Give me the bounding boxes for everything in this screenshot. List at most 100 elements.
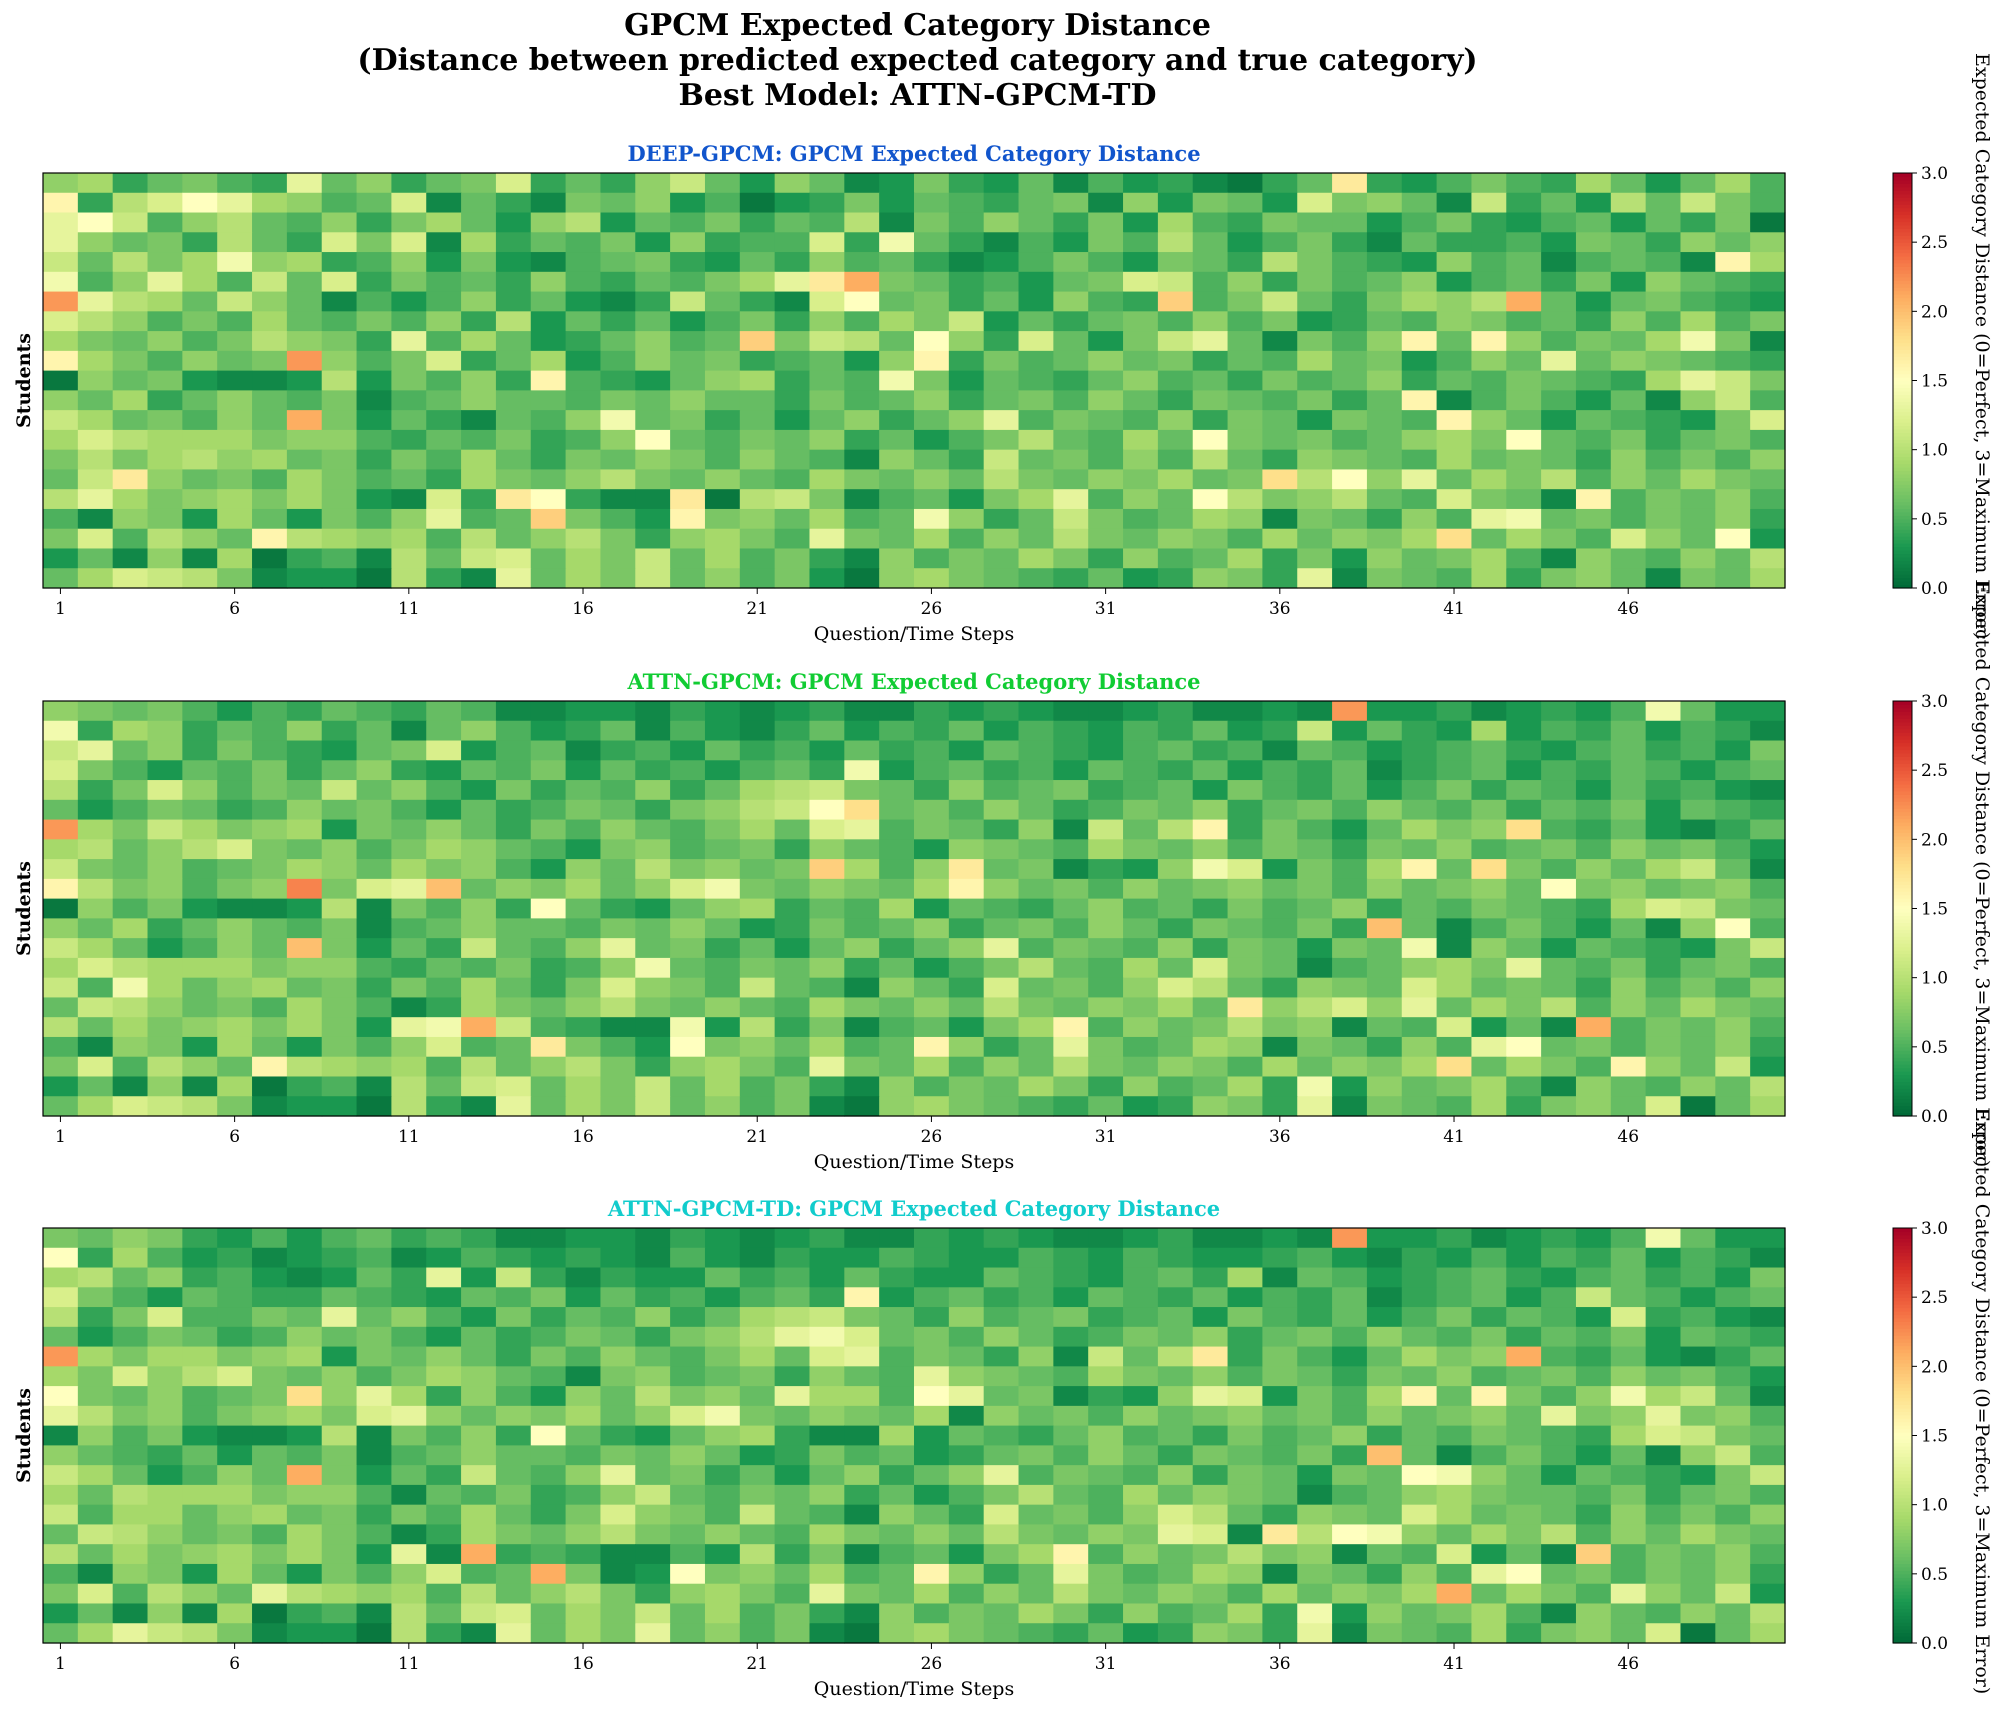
heatmap-cell [1471,1247,1507,1269]
heatmap-cell [182,898,218,919]
heatmap-cell [182,528,218,550]
heatmap-cell [1123,212,1159,233]
heatmap-cell [1157,1544,1194,1565]
heatmap-cell [147,760,183,781]
heatmap-cell [461,1465,497,1486]
heatmap-cell [635,780,671,801]
heatmap-cell [565,720,602,742]
heatmap-cell [704,1504,741,1526]
heatmap-cell [1750,232,1786,253]
colorbar-label: Expected Category Distance (0=Perfect, 3… [1971,53,1993,639]
colorbar-segment [1893,711,1912,716]
heatmap-cell [1192,568,1229,589]
heatmap-cell [635,1583,671,1605]
heatmap-cell [1262,350,1298,372]
heatmap-cell [1750,859,1786,880]
heatmap-cell [600,878,636,900]
heatmap-cell [739,878,776,900]
heatmap-cell [774,173,811,194]
heatmap-cell [948,1287,985,1308]
heatmap-cell [147,1366,183,1387]
heatmap-cell [147,740,183,761]
heatmap-cell [1471,1076,1507,1097]
heatmap-cell [495,1445,532,1466]
heatmap-cell [1227,252,1263,273]
colorbar-segment [1893,849,1912,854]
colorbar-segment [1893,546,1912,551]
heatmap-cell [565,1346,602,1367]
heatmap-cell [391,252,427,273]
colorbar-segment [1893,1019,1912,1024]
heatmap-cell [1541,291,1577,312]
heatmap-cell [182,859,218,880]
heatmap-cell [983,1247,1020,1269]
heatmap-cell [1297,918,1333,939]
heatmap-cell [1157,1326,1194,1348]
colorbar-segment [1893,780,1912,785]
heatmap-cell [1018,232,1054,253]
heatmap-cell [1471,232,1507,253]
heatmap-cell [670,1096,706,1117]
heatmap-cell [1610,429,1647,451]
heatmap-cell [252,291,288,312]
heatmap-cell [879,1036,915,1058]
heatmap-cell [1610,508,1647,530]
heatmap-cell [1123,489,1159,510]
heatmap-cell [461,1405,497,1427]
heatmap-cell [286,957,323,979]
heatmap-cell [43,192,79,214]
heatmap-cell [1088,390,1124,411]
heatmap-cell [879,1445,915,1466]
heatmap-cell [1018,701,1054,722]
heatmap-cell [217,799,253,821]
heatmap-cell [914,1307,950,1328]
heatmap-cell [77,839,114,860]
heatmap-cell [1157,878,1194,900]
heatmap-cell [914,331,950,352]
heatmap-cell [77,1524,114,1545]
heatmap-cell [321,173,358,194]
heatmap-cell [600,1524,636,1545]
heatmap-cell [461,449,497,471]
heatmap-cell [879,1228,915,1249]
heatmap-cell [1715,271,1751,293]
heatmap-cell [635,977,671,999]
heatmap-cell [879,469,915,490]
heatmap-cell [879,918,915,939]
heatmap-cell [1297,291,1333,312]
colorbar-segment [1893,560,1912,565]
heatmap-cell [983,859,1020,880]
heatmap-cell [1053,410,1089,431]
heatmap-cell [1541,1017,1577,1038]
heatmap-cell [844,839,880,860]
heatmap-cell [321,1465,358,1486]
heatmap-cell [1123,1346,1159,1367]
colorbar-segment [1893,1241,1912,1246]
heatmap-cell [600,938,636,959]
heatmap-cell [1471,370,1507,391]
heatmap-cell [217,568,253,589]
heatmap-cell [530,370,567,391]
heatmap-cell [1575,1603,1612,1624]
heatmap-cell [565,291,602,312]
heatmap-cell [1123,271,1159,293]
heatmap-cell [426,701,462,722]
heatmap-cell [1262,271,1298,293]
heatmap-cell [1541,1465,1577,1486]
heatmap-cell [1645,350,1682,372]
heatmap-cell [1506,918,1542,939]
heatmap-cell [1506,938,1542,959]
heatmap-cell [356,799,392,821]
heatmap-cell [565,1504,602,1526]
heatmap-cell [252,1405,288,1427]
heatmap-cell [670,1247,706,1269]
heatmap-cell [1366,1096,1403,1117]
colorbar-segment [1893,549,1912,555]
heatmap-cell [1750,173,1786,194]
heatmap-cell [1575,528,1612,550]
colorbar-segment [1893,256,1912,261]
heatmap-cell [1192,449,1229,471]
heatmap-cell [1227,1405,1263,1427]
heatmap-cell [426,720,462,742]
heatmap-cell [844,568,880,589]
